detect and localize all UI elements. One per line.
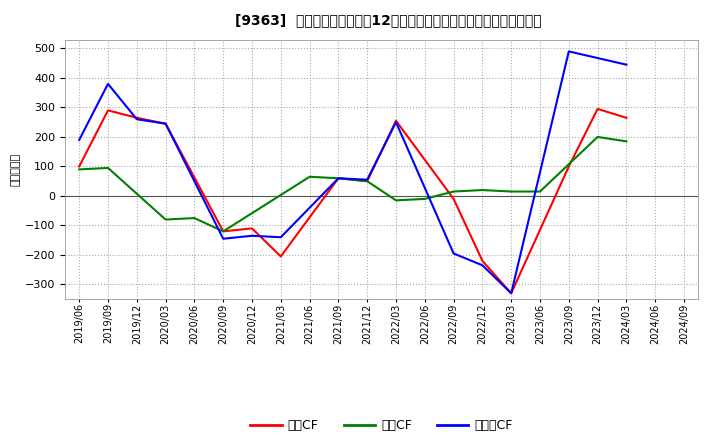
Legend: 営業CF, 投資CF, フリーCF: 営業CF, 投資CF, フリーCF	[246, 414, 518, 437]
Text: [9363]  キャッシュフローの12か月移動合計の対前年同期増減額の推移: [9363] キャッシュフローの12か月移動合計の対前年同期増減額の推移	[235, 13, 542, 27]
Y-axis label: （百万円）: （百万円）	[10, 153, 20, 186]
